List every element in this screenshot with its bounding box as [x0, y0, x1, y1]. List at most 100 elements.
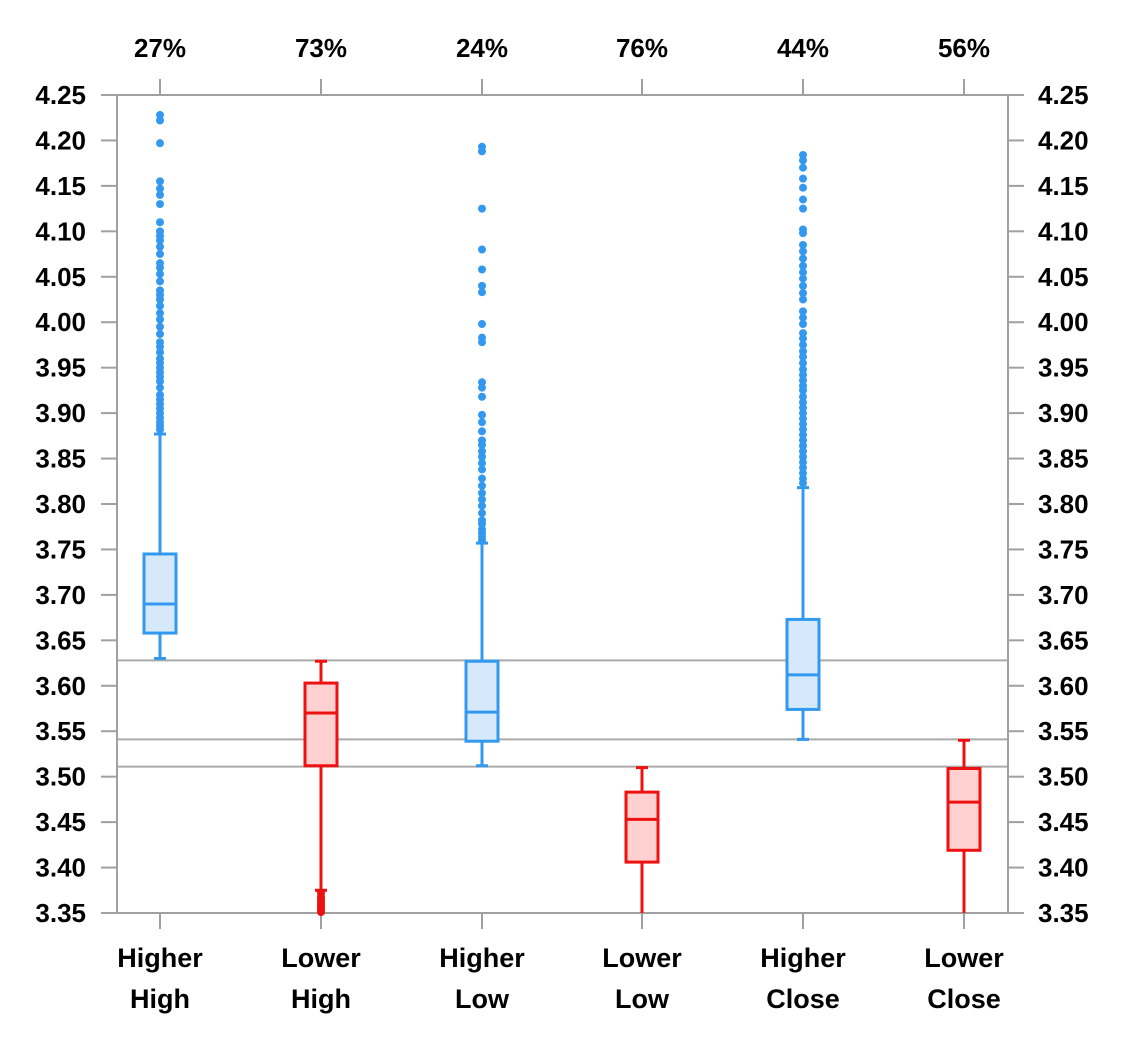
- outlier-point: [799, 195, 807, 204]
- y-tick-label-right: 3.75: [1038, 534, 1089, 564]
- y-tick-label-left: 3.80: [35, 489, 86, 519]
- outlier-point: [478, 338, 486, 347]
- outlier-point: [156, 309, 164, 318]
- outlier-point: [478, 459, 486, 468]
- outlier-point: [799, 340, 807, 349]
- y-tick-label-left: 3.45: [35, 807, 86, 837]
- iqr-box: [142, 552, 178, 635]
- outlier-point: [317, 908, 325, 917]
- iqr-box: [946, 766, 982, 852]
- outlier-point: [478, 474, 486, 483]
- outlier-point: [478, 427, 486, 436]
- outlier-point: [478, 495, 486, 504]
- y-tick-label-right: 3.95: [1038, 353, 1089, 383]
- box-lower-low: [624, 766, 660, 913]
- y-tick-label-right: 4.15: [1038, 171, 1089, 201]
- outlier-point: [156, 348, 164, 357]
- box-higher-close: [785, 150, 821, 741]
- y-tick-label-left: 3.55: [35, 716, 86, 746]
- y-tick-label-right: 3.90: [1038, 398, 1089, 428]
- outlier-point: [156, 184, 164, 193]
- axes: [101, 79, 1024, 929]
- y-tick-label-left: 3.75: [35, 534, 86, 564]
- y-tick-label-left: 3.35: [35, 898, 86, 928]
- iqr-box: [303, 681, 339, 768]
- y-tick-label-right: 4.05: [1038, 262, 1089, 292]
- outlier-point: [478, 392, 486, 401]
- percent-label: 76%: [616, 33, 668, 63]
- outlier-point: [156, 322, 164, 331]
- category-label-line2: High: [291, 984, 351, 1014]
- outlier-point: [478, 418, 486, 427]
- y-tick-label-left: 4.00: [35, 307, 86, 337]
- outlier-point: [156, 236, 164, 245]
- outlier-point: [799, 307, 807, 316]
- outlier-point: [799, 174, 807, 183]
- outlier-point: [799, 163, 807, 172]
- iqr-box: [785, 617, 821, 711]
- y-tick-label-right: 3.40: [1038, 853, 1089, 883]
- outlier-point: [156, 190, 164, 199]
- outlier-point: [799, 295, 807, 304]
- outlier-point: [799, 261, 807, 270]
- y-tick-label-left: 3.85: [35, 444, 86, 474]
- outlier-point: [799, 268, 807, 277]
- outlier-point: [156, 270, 164, 279]
- outlier-point: [156, 425, 164, 434]
- y-tick-label-right: 3.35: [1038, 898, 1089, 928]
- outlier-point: [156, 116, 164, 125]
- iqr-box: [624, 790, 660, 864]
- y-tick-label-left: 4.05: [35, 262, 86, 292]
- outlier-point: [156, 383, 164, 392]
- outlier-point: [156, 218, 164, 227]
- y-tick-label-left: 3.60: [35, 671, 86, 701]
- y-tick-label-left: 4.10: [35, 216, 86, 246]
- outlier-point: [799, 313, 807, 322]
- category-label-line1: Higher: [439, 943, 525, 973]
- percent-label: 73%: [295, 33, 347, 63]
- box-series: [142, 110, 982, 917]
- category-label-line1: Lower: [281, 943, 361, 973]
- outlier-point: [156, 277, 164, 286]
- outlier-point: [478, 410, 486, 419]
- outlier-point: [478, 536, 486, 545]
- outlier-point: [799, 289, 807, 298]
- y-tick-label-left: 4.25: [35, 80, 86, 110]
- labels: 4.25 4.25 4.20 4.20 4.15 4.15 4.10 4.10 4.05 4.05…: [35, 33, 1088, 1014]
- outlier-point: [156, 301, 164, 310]
- outlier-point: [156, 250, 164, 259]
- category-label-line2: Close: [766, 984, 840, 1014]
- outlier-point: [156, 315, 164, 324]
- outlier-point: [478, 147, 486, 156]
- y-tick-label-right: 3.65: [1038, 625, 1089, 655]
- outlier-point: [478, 320, 486, 329]
- percent-label: 27%: [134, 33, 186, 63]
- outlier-point: [478, 489, 486, 498]
- outlier-point: [478, 465, 486, 474]
- outlier-point: [156, 177, 164, 186]
- y-tick-label-right: 4.10: [1038, 216, 1089, 246]
- outlier-point: [156, 139, 164, 148]
- box-lower-high: [303, 659, 339, 917]
- category-label-line2: High: [130, 984, 190, 1014]
- outlier-point: [478, 245, 486, 254]
- y-tick-label-left: 3.90: [35, 398, 86, 428]
- y-tick-label-left: 3.50: [35, 762, 86, 792]
- percent-label: 56%: [938, 33, 990, 63]
- y-tick-label-left: 3.95: [35, 353, 86, 383]
- outlier-point: [799, 183, 807, 192]
- y-tick-label-left: 4.15: [35, 171, 86, 201]
- outlier-point: [799, 479, 807, 488]
- outlier-point: [799, 274, 807, 283]
- outlier-point: [478, 265, 486, 274]
- y-tick-label-right: 4.20: [1038, 125, 1089, 155]
- y-tick-label-right: 4.25: [1038, 80, 1089, 110]
- y-tick-label-right: 3.50: [1038, 762, 1089, 792]
- outlier-point: [799, 352, 807, 361]
- category-label-line1: Lower: [924, 943, 1004, 973]
- box-higher-high: [142, 110, 178, 661]
- outlier-point: [799, 320, 807, 329]
- outlier-point: [478, 501, 486, 510]
- outlier-point: [799, 386, 807, 395]
- outlier-point: [478, 204, 486, 213]
